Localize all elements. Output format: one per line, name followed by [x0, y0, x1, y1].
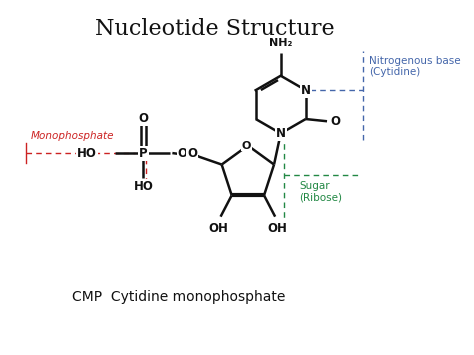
Text: NH₂: NH₂	[269, 38, 292, 48]
Text: O: O	[178, 147, 188, 160]
Text: HO: HO	[77, 147, 97, 160]
Text: OH: OH	[267, 222, 287, 235]
Text: Nucleotide Structure: Nucleotide Structure	[95, 18, 334, 40]
Text: CMP  Cytidine monophosphate: CMP Cytidine monophosphate	[73, 290, 286, 304]
Text: N: N	[276, 127, 286, 140]
Text: P: P	[139, 147, 148, 160]
Text: O: O	[330, 115, 340, 128]
Text: Nitrogenous base
(Cytidine): Nitrogenous base (Cytidine)	[369, 56, 460, 77]
Text: OH: OH	[209, 222, 228, 235]
Text: N: N	[301, 84, 310, 97]
Text: O: O	[242, 141, 251, 151]
Text: O: O	[138, 112, 148, 125]
Text: HO: HO	[134, 180, 154, 193]
Text: Monophosphate: Monophosphate	[30, 131, 114, 141]
Text: O: O	[187, 147, 197, 160]
Text: Sugar
(Ribose): Sugar (Ribose)	[300, 181, 342, 202]
